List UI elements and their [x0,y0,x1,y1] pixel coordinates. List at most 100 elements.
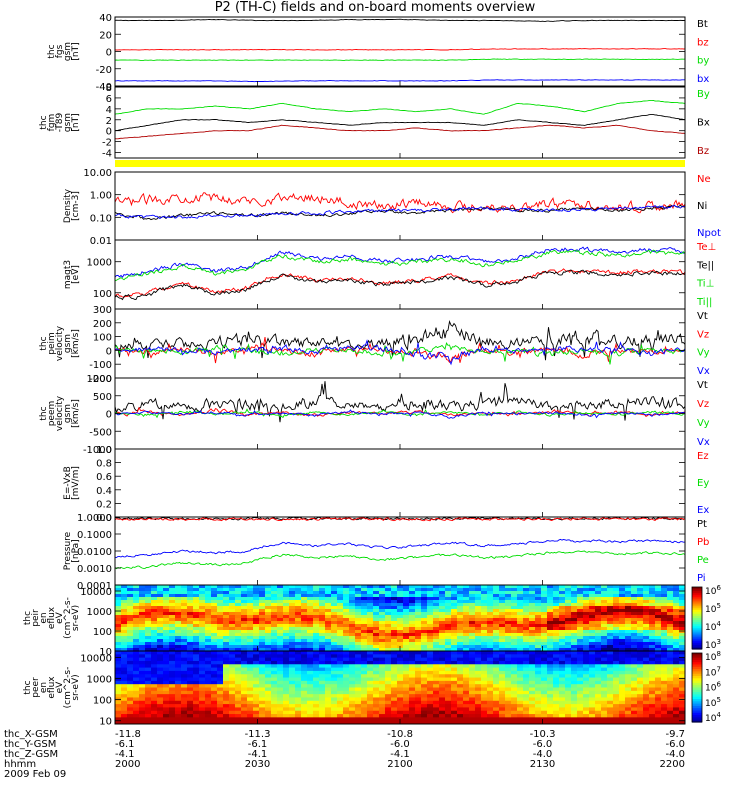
panel-frame-fgm-t89 [114,86,686,159]
spectrogram-cell [529,707,536,712]
spectrogram-cell [235,639,242,643]
colorbar-segment [692,687,702,691]
spectrogram-cell [559,615,566,619]
spectrogram-cell [601,674,608,679]
y-axis-label: en [39,682,49,693]
spectrogram-cell [139,710,146,715]
spectrogram-cell [253,651,260,655]
spectrogram-cell [169,627,176,631]
spectrogram-cell [445,660,452,665]
spectrogram-cell [421,707,428,712]
spectrogram-cell [439,633,446,637]
spectrogram-cell [133,612,140,616]
spectrogram-cell [403,674,410,679]
spectrogram-cell [463,636,470,640]
spectrogram-cell [619,697,626,702]
spectrogram-cell [283,609,290,613]
spectrogram-cell [307,680,314,685]
spectrogram-cell [487,694,494,698]
spectrogram-cell [469,684,476,688]
spectrogram-cell [247,680,254,685]
spectrogram-cell [445,717,452,722]
spectrogram-cell [205,606,212,610]
spectrogram-cell [349,648,356,652]
spectrogram-cell [499,591,506,595]
spectrogram-cell [553,707,560,712]
spectrogram-cell [571,657,578,662]
spectrogram-cell [199,618,206,622]
spectrogram-cell [529,704,536,708]
spectrogram-cell [391,687,398,692]
spectrogram-cell [631,674,638,679]
spectrogram-cell [127,710,134,715]
spectrogram-cell [661,707,668,712]
spectrogram-cell [517,606,524,610]
spectrogram-cell [325,694,332,698]
spectrogram-cell [343,690,350,695]
spectrogram-cell [445,687,452,692]
spectrogram-cell [643,645,650,649]
spectrogram-cell [403,660,410,665]
spectrogram-cell [313,657,320,662]
spectrogram-cell [673,654,680,659]
spectrogram-cell [673,585,680,589]
spectrogram-cell [397,664,404,669]
spectrogram-cell [259,588,266,592]
spectrogram-cell [115,660,122,665]
spectrogram-cell [217,717,224,722]
spectrogram-cell [547,710,554,715]
spectrogram-cell [667,660,674,665]
spectrogram-cell [163,670,170,675]
spectrogram-cell [607,670,614,675]
colorbar-segment [692,642,702,646]
spectrogram-cell [409,612,416,616]
spectrogram-cell [481,648,488,652]
spectrogram-cell [595,697,602,702]
spectrogram-cell [655,714,662,718]
spectrogram-cell [475,660,482,665]
spectrogram-cell [565,677,572,682]
spectrogram-cell [649,639,656,643]
spectrogram-cell [223,618,230,622]
spectrogram-cell [241,633,248,637]
spectrogram-cell [265,588,272,592]
spectrogram-cell [643,597,650,601]
spectrogram-cell [595,645,602,649]
spectrogram-cell [223,633,230,637]
spectrogram-cell [601,710,608,715]
spectrogram-cell [529,714,536,718]
spectrogram-cell [205,597,212,601]
spectrogram-cell [145,618,152,622]
spectrogram-cell [547,633,554,637]
spectrogram-cell [661,694,668,698]
spectrogram-cell [439,694,446,698]
spectrogram-cell [181,657,188,662]
spectrogram-cell [223,684,230,688]
spectrogram-cell [229,684,236,688]
spectrogram-cell [343,670,350,675]
spectrogram-cell [343,585,350,589]
spectrogram-cell [427,700,434,705]
spectrogram-cell [547,720,554,725]
spectrogram-cell [373,606,380,610]
spectrogram-cell [217,710,224,715]
legend-entry: Te⊥ [696,242,716,253]
spectrogram-cell [163,627,170,631]
spectrogram-cell [289,704,296,708]
y-tick-label: 0.2 [96,499,112,510]
spectrogram-cell [169,645,176,649]
spectrogram-cell [631,603,638,607]
spectrogram-cell [205,609,212,613]
spectrogram-cell [211,597,218,601]
x-tick-label: -4.1 [390,749,410,760]
spectrogram-cell [337,720,344,725]
spectrogram-cell [385,597,392,601]
spectrogram-cell [223,642,230,646]
spectrogram-cell [571,645,578,649]
legend-entry: bz [697,37,709,48]
spectrogram-cell [307,648,314,652]
spectrogram-cell [259,603,266,607]
spectrogram-cell [631,684,638,688]
spectrogram-cell [625,670,632,675]
spectrogram-cell [613,630,620,634]
